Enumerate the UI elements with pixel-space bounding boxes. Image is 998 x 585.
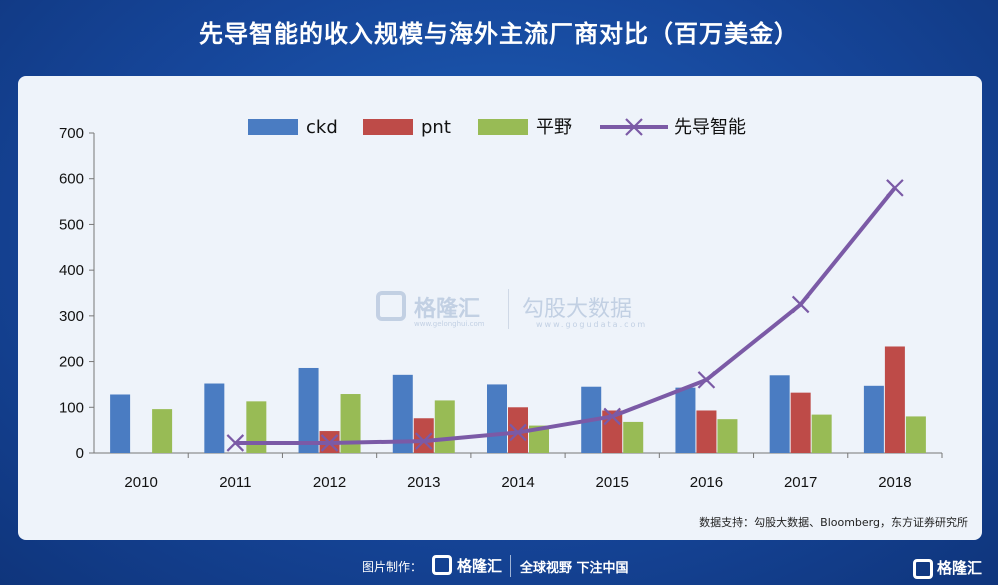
series-point-xiandao: [415, 432, 433, 450]
legend-label: 平野: [536, 117, 572, 138]
bar-hirano: [529, 425, 549, 453]
legend-marker: [625, 118, 643, 136]
footer: 图片制作： 格隆汇 全球视野 下注中国: [0, 548, 998, 585]
x-tick-label: 2017: [784, 474, 817, 491]
series-point-xiandao: [226, 434, 245, 452]
y-tick-label: 300: [59, 308, 84, 325]
bar-hirano: [905, 416, 926, 453]
corner-logo-icon: [913, 559, 933, 579]
footer-brand: 格隆汇: [457, 557, 503, 575]
x-tick-label: 2016: [690, 474, 723, 491]
bar-ckd: [298, 367, 319, 453]
chart: 0 100 200 300 400 500 600 700 2010 2011 2012 2013 20…: [59, 117, 943, 491]
bar-ckd: [769, 375, 790, 453]
bar-hirano: [152, 409, 173, 453]
x-tick-label: 2010: [124, 474, 157, 491]
legend-swatch: [248, 119, 298, 135]
x-tick-label: 2018: [878, 474, 911, 491]
y-tick-label: 400: [59, 262, 84, 279]
bar-ckd: [675, 387, 696, 453]
source-note: 数据支持：勾股大数据、Bloomberg，东方证券研究所: [699, 516, 968, 529]
legend-label: ckd: [306, 117, 338, 138]
chart-panel: 0 100 200 300 400 500 600 700 2010 2011 2012 2013 20…: [18, 76, 982, 540]
footer-divider: [510, 555, 511, 577]
bar-pnt: [696, 410, 717, 453]
bar-hirano: [717, 419, 738, 453]
series-point-xiandao: [509, 423, 527, 442]
bar-hirano: [434, 400, 455, 453]
bar-ckd: [110, 394, 131, 453]
legend-swatch: [478, 119, 528, 135]
y-tick-label: 0: [76, 445, 84, 462]
bar-hirano: [246, 401, 267, 453]
bar-ckd: [863, 385, 884, 453]
series-point-xiandao: [791, 295, 810, 314]
bar-pnt: [508, 407, 528, 453]
y-tick-label: 700: [59, 125, 84, 142]
x-tick-label: 2011: [219, 474, 251, 491]
bar-ckd: [204, 383, 225, 453]
bar-ckd: [392, 374, 413, 453]
y-tick-label: 100: [59, 399, 84, 416]
legend-swatch: [363, 119, 413, 135]
y-tick-label: 600: [59, 171, 84, 188]
x-tick-label: 2013: [407, 474, 440, 491]
x-tick-label: 2012: [313, 474, 346, 491]
y-tick-label: 200: [59, 354, 84, 371]
corner-brand: 格隆汇: [937, 559, 983, 577]
legend-label: pnt: [421, 117, 451, 138]
bar-pnt: [790, 392, 811, 453]
footer-made-by: 图片制作：: [362, 560, 423, 574]
bar-pnt: [413, 418, 434, 453]
bar-ckd: [487, 384, 507, 453]
series-line-xiandao: [235, 186, 897, 445]
legend-label: 先导智能: [674, 117, 746, 138]
bar-hirano: [340, 394, 361, 453]
series-point-xiandao: [886, 179, 904, 197]
page-title: 先导智能的收入规模与海外主流厂商对比（百万美金）: [199, 20, 799, 48]
series-point-xiandao: [320, 434, 339, 452]
bar-hirano: [811, 414, 832, 453]
series-point-xiandao: [603, 407, 621, 426]
footer-slogan: 全球视野 下注中国: [520, 561, 629, 576]
bar-pnt: [884, 346, 905, 453]
y-tick-label: 500: [59, 216, 84, 233]
footer-logo-icon: [432, 555, 452, 575]
x-tick-label: 2014: [501, 474, 534, 491]
x-tick-label: 2015: [596, 474, 629, 491]
bar-hirano: [623, 421, 644, 453]
series-point-xiandao: [697, 371, 716, 389]
